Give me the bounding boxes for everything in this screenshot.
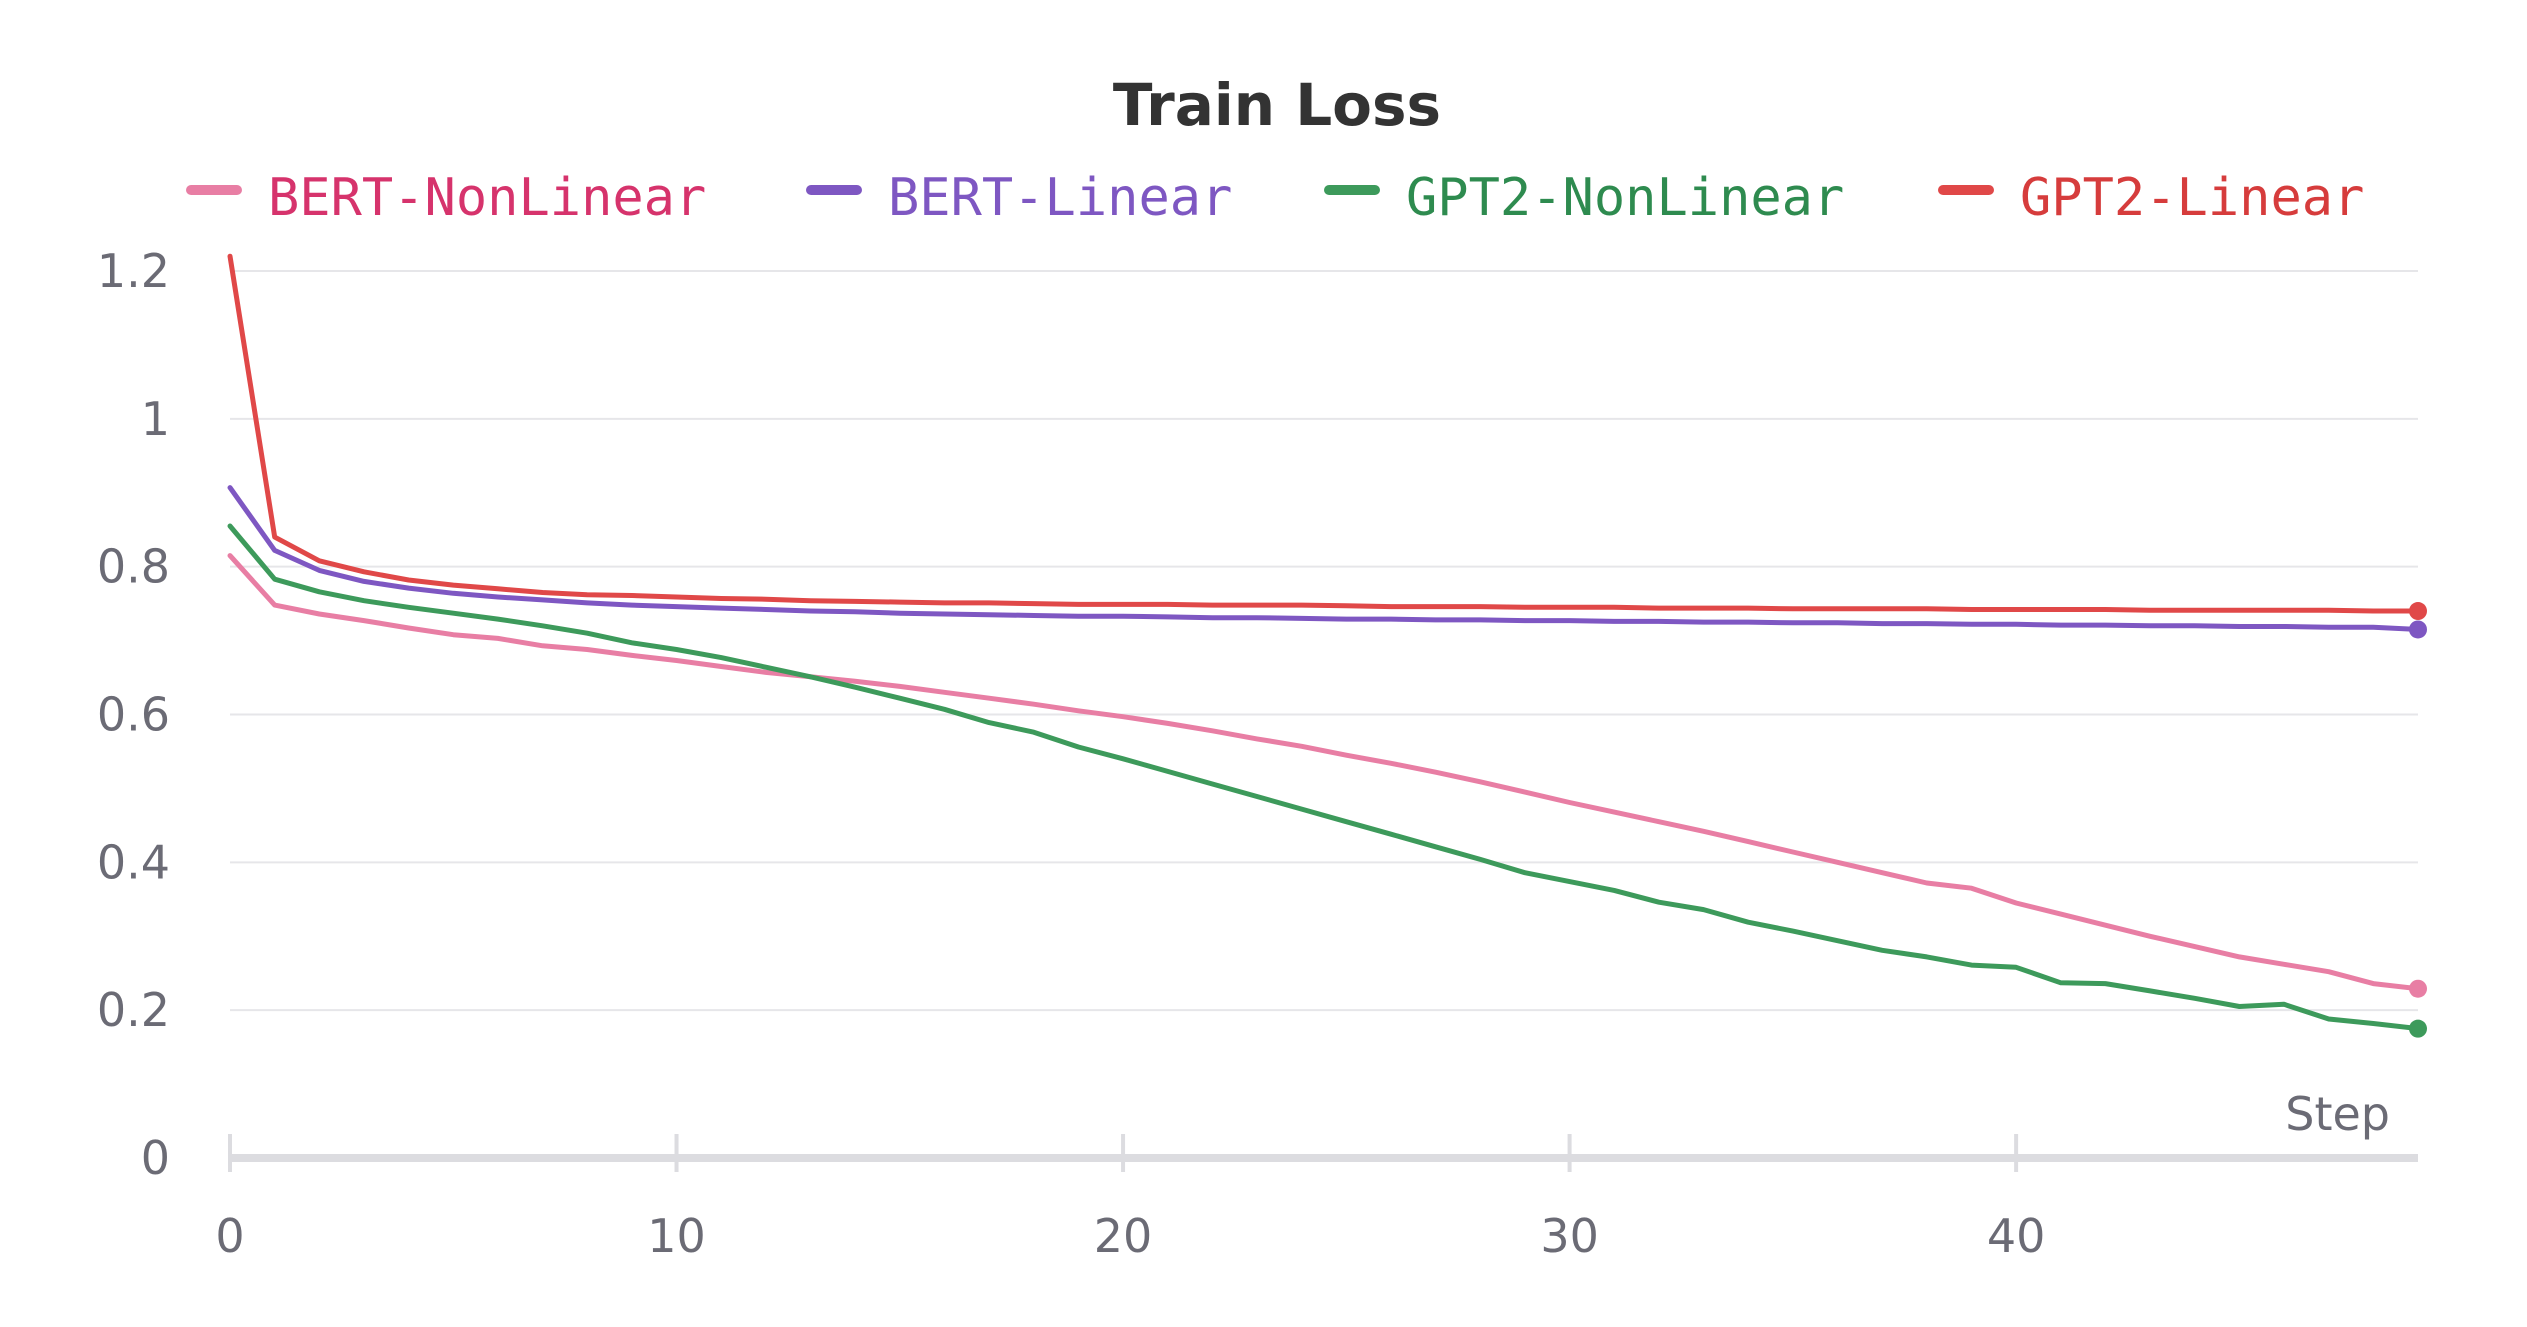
end-marker-bert-linear xyxy=(2409,620,2427,639)
x-tick-label: 0 xyxy=(215,1209,244,1263)
legend-swatch xyxy=(1938,185,1994,195)
legend-label: BERT-NonLinear xyxy=(268,168,706,228)
chart-title: Train Loss xyxy=(1113,71,1441,139)
series-end-markers xyxy=(2409,602,2427,1038)
x-tick-label: 30 xyxy=(1540,1209,1599,1263)
legend-label: GPT2-Linear xyxy=(2020,168,2364,228)
legend-swatch xyxy=(806,185,862,195)
legend-item-gpt2-linear: GPT2-Linear xyxy=(1938,168,2364,228)
legend-swatch xyxy=(1324,185,1380,195)
x-axis-label: Step xyxy=(2285,1087,2390,1141)
y-tick-label: 0 xyxy=(141,1131,170,1185)
gridlines xyxy=(230,270,2418,1012)
x-tick-label: 40 xyxy=(1987,1209,2046,1263)
series-line-bert-linear xyxy=(227,485,2421,632)
series-line-gpt2-nonlinear xyxy=(227,523,2421,1032)
end-marker-bert-nonlinear xyxy=(2409,979,2427,998)
legend: BERT-NonLinear BERT-Linear GPT2-NonLinear G… xyxy=(186,168,2364,228)
y-tick-label: 0.6 xyxy=(97,688,170,742)
y-tick-label: 1 xyxy=(141,392,170,446)
y-tick-label: 0.8 xyxy=(97,540,170,594)
end-marker-gpt2-nonlinear xyxy=(2409,1019,2427,1038)
legend-item-bert-nonlinear: BERT-NonLinear xyxy=(186,168,706,228)
x-axis: 0 10 20 30 40 xyxy=(215,1134,2418,1263)
y-tick-label: 1.2 xyxy=(97,244,170,298)
legend-item-bert-linear: BERT-Linear xyxy=(806,168,1232,228)
y-axis-ticks: 0 0.2 0.4 0.6 0.8 1 1.2 xyxy=(97,244,170,1185)
legend-item-gpt2-nonlinear: GPT2-NonLinear xyxy=(1324,168,1844,228)
y-tick-label: 0.4 xyxy=(97,835,170,889)
x-tick-label: 10 xyxy=(647,1209,706,1263)
series-line-gpt2-linear xyxy=(227,253,2421,614)
legend-label: GPT2-NonLinear xyxy=(1406,168,1844,228)
y-tick-label: 0.2 xyxy=(97,983,170,1037)
legend-swatch xyxy=(186,185,242,195)
legend-label: BERT-Linear xyxy=(888,168,1232,228)
x-tick-label: 20 xyxy=(1094,1209,1153,1263)
series-lines xyxy=(227,253,2421,1032)
end-marker-gpt2-linear xyxy=(2409,602,2427,621)
series-line-bert-nonlinear xyxy=(227,553,2421,992)
